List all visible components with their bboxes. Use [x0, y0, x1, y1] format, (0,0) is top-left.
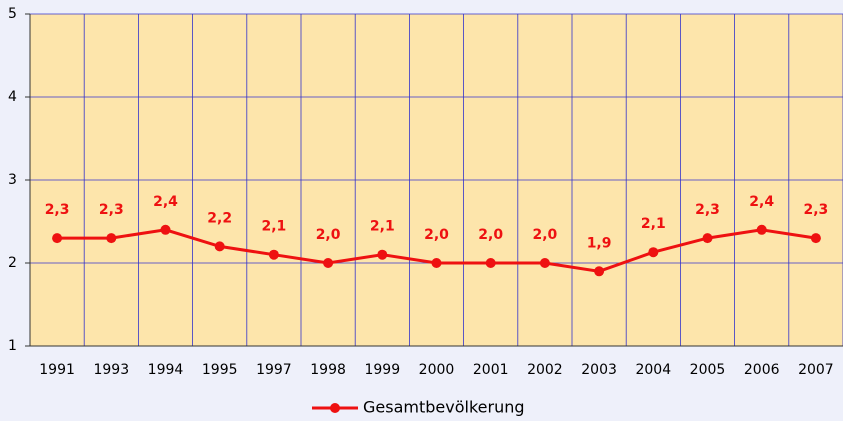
x-tick-label: 1993 — [93, 362, 129, 378]
x-tick-label: 1997 — [256, 362, 292, 378]
y-tick-label: 4 — [8, 89, 17, 105]
x-tick-label: 1998 — [310, 362, 346, 378]
x-tick-label: 2005 — [690, 362, 726, 378]
data-label: 2,3 — [45, 202, 70, 218]
x-tick-label: 1999 — [364, 362, 400, 378]
data-point — [485, 258, 496, 268]
x-tick-label: 2002 — [527, 362, 563, 378]
x-tick-label: 1995 — [202, 362, 238, 378]
x-tick-label: 2007 — [798, 362, 834, 378]
data-point — [594, 266, 605, 277]
data-label: 2,1 — [641, 216, 666, 232]
y-tick-label: 2 — [8, 255, 17, 271]
data-label: 2,0 — [532, 227, 557, 243]
data-point — [323, 258, 334, 268]
data-label: 2,2 — [207, 210, 232, 226]
data-point — [160, 224, 171, 235]
x-tick-label: 1994 — [148, 362, 184, 378]
data-label: 1,9 — [587, 235, 612, 251]
data-label: 2,0 — [316, 227, 341, 243]
legend-marker — [330, 403, 340, 413]
data-point — [268, 249, 279, 260]
data-label: 2,0 — [424, 227, 449, 243]
data-label: 2,3 — [99, 202, 124, 218]
y-tick-label: 1 — [8, 338, 17, 354]
data-label: 2,3 — [695, 202, 720, 218]
y-tick-label: 3 — [8, 172, 17, 188]
x-tick-label: 2004 — [635, 362, 671, 378]
x-tick-label: 1991 — [39, 362, 75, 378]
data-label: 2,1 — [261, 219, 286, 235]
data-point — [377, 249, 388, 260]
data-point — [214, 241, 225, 252]
x-tick-label: 2003 — [581, 362, 617, 378]
x-tick-label: 2006 — [744, 362, 780, 378]
data-label: 2,0 — [478, 227, 503, 243]
data-label: 2,1 — [370, 219, 395, 235]
x-tick-label: 2000 — [419, 362, 455, 378]
y-tick-label: 5 — [8, 6, 17, 22]
data-point — [431, 258, 442, 268]
data-point — [756, 224, 767, 235]
data-point — [106, 233, 117, 244]
legend-label: Gesamtbevölkerung — [363, 398, 525, 417]
data-label: 2,3 — [803, 202, 828, 218]
x-tick-label: 2001 — [473, 362, 509, 378]
data-label: 2,4 — [749, 194, 774, 210]
data-label: 2,4 — [153, 194, 178, 210]
data-point — [539, 258, 550, 268]
data-point — [648, 247, 659, 258]
data-point — [702, 233, 713, 244]
data-point — [810, 233, 821, 244]
data-point — [52, 233, 63, 244]
